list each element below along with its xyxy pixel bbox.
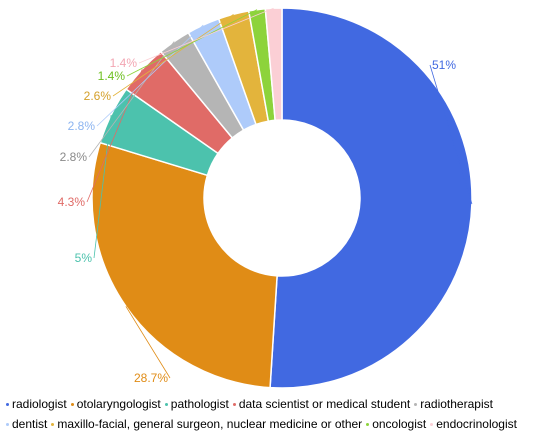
legend-marker [6,423,9,426]
legend-item[interactable]: radiologist [6,394,67,415]
legend-label: data scientist or medical student [238,397,411,411]
legend-label: pathologist [170,397,229,411]
slice-value-label: 2.8% [68,119,96,133]
leader-line [96,24,204,127]
slice-value-label: 2.6% [84,89,112,103]
legend: radiologist otolaryngologist pathologist da… [0,392,550,435]
legend-row-2: dentist maxillo-facial, general surgeon, … [6,412,550,435]
slice-otolaryngologist[interactable] [91,141,278,389]
leader-line [138,7,274,64]
legend-marker [6,403,9,406]
legend-item[interactable]: oncologist [366,414,426,435]
legend-marker [414,403,418,406]
legend-marker [232,403,236,406]
leader-line [126,9,258,77]
legend-marker [430,423,434,426]
legend-item[interactable]: dentist [6,414,47,435]
legend-item[interactable]: radiotherapist [414,394,493,415]
slice-value-label: 5% [75,251,93,265]
legend-label: maxillo-facial, general surgeon, nuclear… [57,417,363,431]
slice-value-label: 1.4% [110,56,138,70]
slice-value-label: 4.3% [58,195,86,209]
legend-label: oncologist [372,417,427,431]
leader-line [429,64,473,205]
leader-line [112,13,234,97]
legend-label: radiologist [12,397,67,411]
leader-line [93,114,112,259]
leader-line [88,41,175,158]
slice-labels-group: 51% 28.7% 5% 4.3% 2.8% 2.8% 2.6% 1.4%1.4% [58,56,457,385]
legend-marker [51,423,55,426]
legend-item[interactable]: maxillo-facial, general surgeon, nuclear… [51,414,362,435]
slice-value-label: 51% [432,58,456,72]
slice-radiologist[interactable] [269,7,473,389]
legend-marker [164,403,168,406]
legend-item[interactable]: otolaryngologist [70,394,161,415]
legend-marker [366,423,370,426]
legend-marker [70,403,74,406]
legend-label: radiotherapist [420,397,493,411]
legend-row-1: radiologist otolaryngologist pathologist da… [6,392,550,415]
donut-chart: 51% 28.7% 5% 4.3% 2.8% 2.8% 2.6% 1.4%1.4% [58,7,473,389]
legend-item[interactable]: pathologist [164,394,229,415]
legend-label: dentist [12,417,48,431]
slices-group [91,7,473,389]
legend-item[interactable]: endocrinologist [430,414,517,435]
slice-value-label: 1.4% [98,69,126,83]
legend-item[interactable]: data scientist or medical student [232,394,411,415]
leader-lines-group [86,7,473,379]
slice-value-label: 28.7% [134,371,168,385]
leader-line [125,306,171,379]
slice-endocrinologist[interactable] [264,7,283,122]
slice-value-label: 2.8% [60,150,88,164]
legend-label: otolaryngologist [76,397,161,411]
legend-label: endocrinologist [436,417,517,431]
